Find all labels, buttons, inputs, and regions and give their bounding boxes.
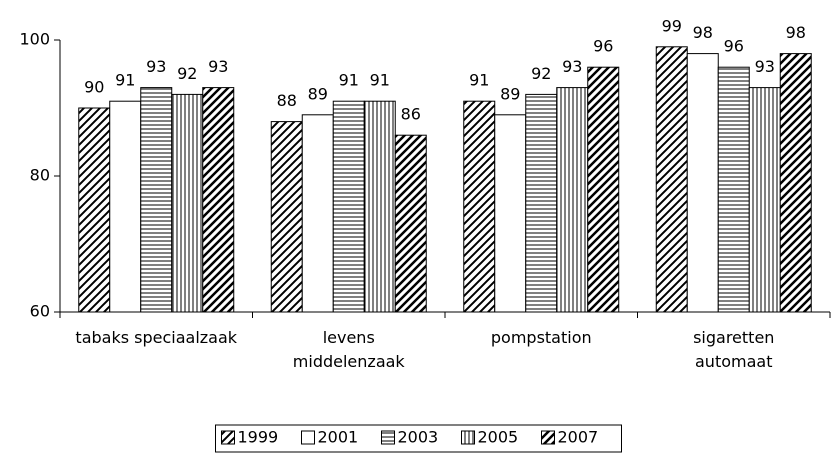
bar xyxy=(779,53,812,313)
legend-swatch xyxy=(301,430,315,445)
bar xyxy=(332,100,365,313)
bar xyxy=(171,93,204,313)
bar xyxy=(301,114,334,313)
data-label: 89 xyxy=(500,84,520,103)
bar xyxy=(717,66,750,313)
legend-swatch xyxy=(381,430,395,445)
bar xyxy=(109,100,142,313)
data-label: 91 xyxy=(339,71,359,90)
data-label: 92 xyxy=(177,64,197,83)
data-label: 96 xyxy=(593,37,613,56)
legend-label: 2007 xyxy=(558,428,599,447)
data-label: 99 xyxy=(662,16,682,35)
data-label: 98 xyxy=(786,23,806,42)
bar xyxy=(686,53,719,313)
data-label: 88 xyxy=(277,91,297,110)
legend-label: 2005 xyxy=(478,428,519,447)
bar xyxy=(270,121,303,313)
bar xyxy=(202,87,235,313)
bar xyxy=(494,114,527,313)
bar xyxy=(394,134,427,313)
data-label: 92 xyxy=(531,64,551,83)
legend-label: 2001 xyxy=(318,428,359,447)
bar xyxy=(78,107,111,313)
data-label: 93 xyxy=(208,57,228,76)
bar xyxy=(363,100,396,313)
x-tick-label: levens middelenzaak xyxy=(292,328,405,371)
bar xyxy=(463,100,496,313)
legend-label: 1999 xyxy=(238,428,279,447)
data-label: 91 xyxy=(115,71,135,90)
data-label: 86 xyxy=(401,105,421,124)
x-tick-label: pompstation xyxy=(490,328,592,347)
data-label: 96 xyxy=(724,37,744,56)
bar xyxy=(587,66,620,313)
legend-swatch xyxy=(461,430,475,445)
bar xyxy=(525,93,558,313)
bar xyxy=(748,87,781,313)
bar xyxy=(655,46,688,313)
data-label: 91 xyxy=(370,71,390,90)
data-label: 98 xyxy=(693,23,713,42)
legend-swatch xyxy=(221,430,235,445)
x-tick-label: sigaretten automaat xyxy=(693,328,775,371)
legend-label: 2003 xyxy=(398,428,439,447)
bar xyxy=(140,87,173,313)
legend-swatch xyxy=(541,430,555,445)
bar xyxy=(556,87,589,313)
data-label: 93 xyxy=(562,57,582,76)
data-label: 90 xyxy=(84,78,104,97)
x-tick-label: tabaks speciaalzaak xyxy=(75,328,238,347)
data-label: 89 xyxy=(308,84,328,103)
y-tick-label: 80 xyxy=(30,166,50,185)
y-tick-label: 100 xyxy=(19,30,50,49)
data-label: 91 xyxy=(469,71,489,90)
data-label: 93 xyxy=(755,57,775,76)
data-label: 93 xyxy=(146,57,166,76)
y-tick-label: 60 xyxy=(30,302,50,321)
